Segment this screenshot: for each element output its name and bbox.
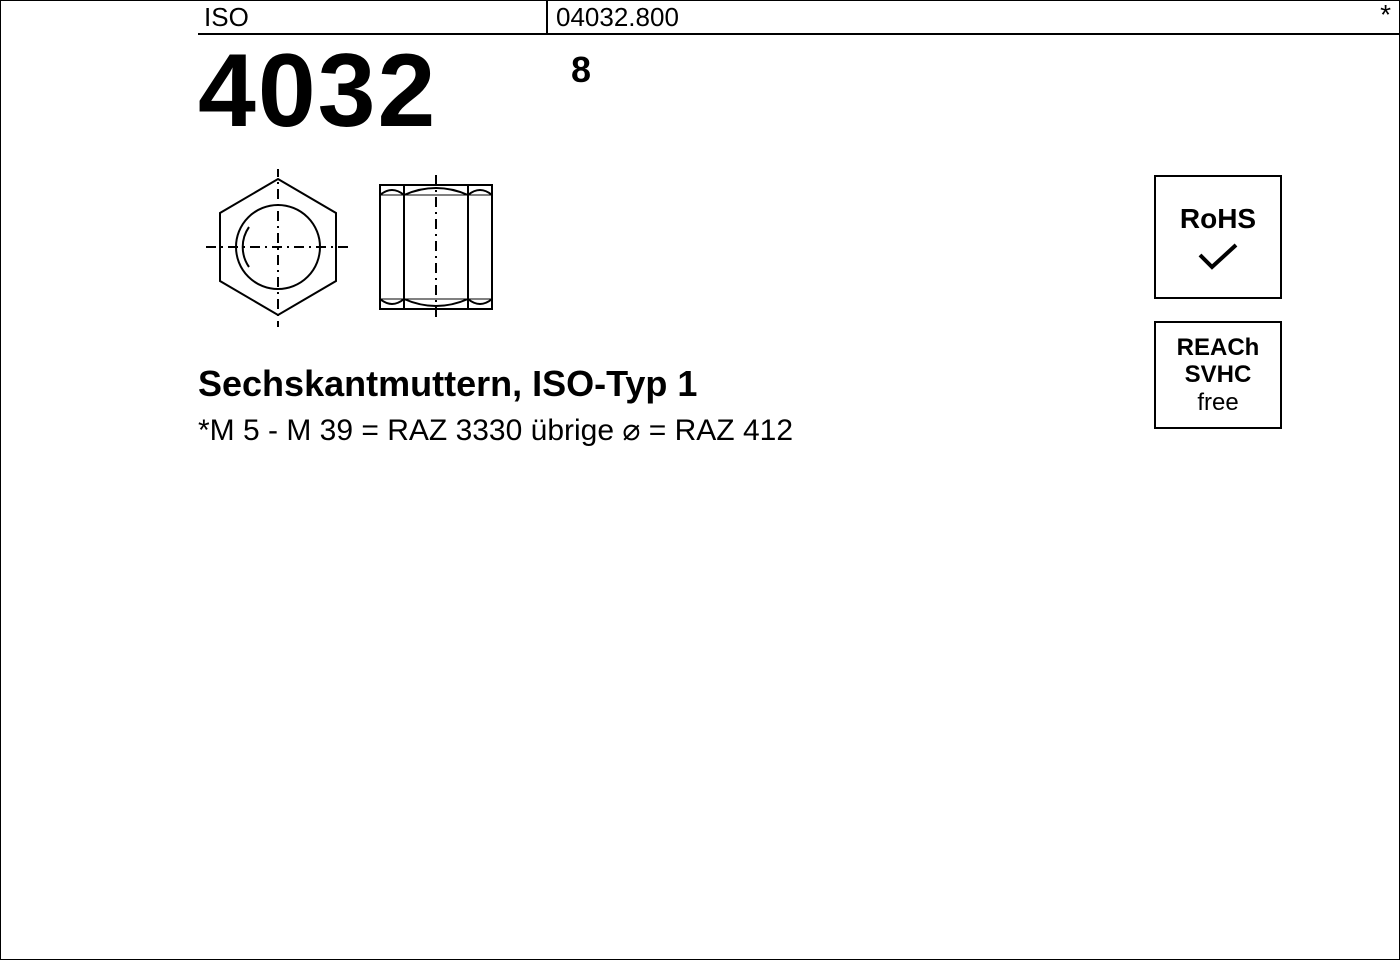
property-class: 8 xyxy=(571,49,591,91)
product-note: *M 5 - M 39 = RAZ 3330 übrige ⌀ = RAZ 41… xyxy=(198,413,793,448)
page: ISO 04032.800 * 4032 8 xyxy=(0,0,1400,960)
header-code: 04032.800 xyxy=(556,2,679,33)
reach-badge: REACh SVHC free xyxy=(1154,321,1282,429)
nut-diagram-svg xyxy=(198,169,508,339)
standard-number: 4032 xyxy=(198,39,437,143)
check-icon xyxy=(1196,241,1240,271)
product-title: Sechskantmuttern, ISO-Typ 1 xyxy=(198,363,697,405)
hex-side-view-icon xyxy=(380,175,492,319)
header-code-cell: 04032.800 * xyxy=(548,1,1399,35)
hex-top-view-icon xyxy=(206,169,350,327)
header-standard: ISO xyxy=(204,2,249,33)
header-star: * xyxy=(1380,0,1391,31)
header-standard-cell: ISO xyxy=(198,1,548,35)
rohs-label: RoHS xyxy=(1180,203,1256,235)
reach-line2: SVHC xyxy=(1185,361,1252,389)
reach-line3: free xyxy=(1197,389,1238,417)
nut-diagram xyxy=(198,169,508,339)
rohs-badge: RoHS xyxy=(1154,175,1282,299)
reach-line1: REACh xyxy=(1177,334,1260,362)
header-row: ISO 04032.800 * xyxy=(198,1,1399,35)
